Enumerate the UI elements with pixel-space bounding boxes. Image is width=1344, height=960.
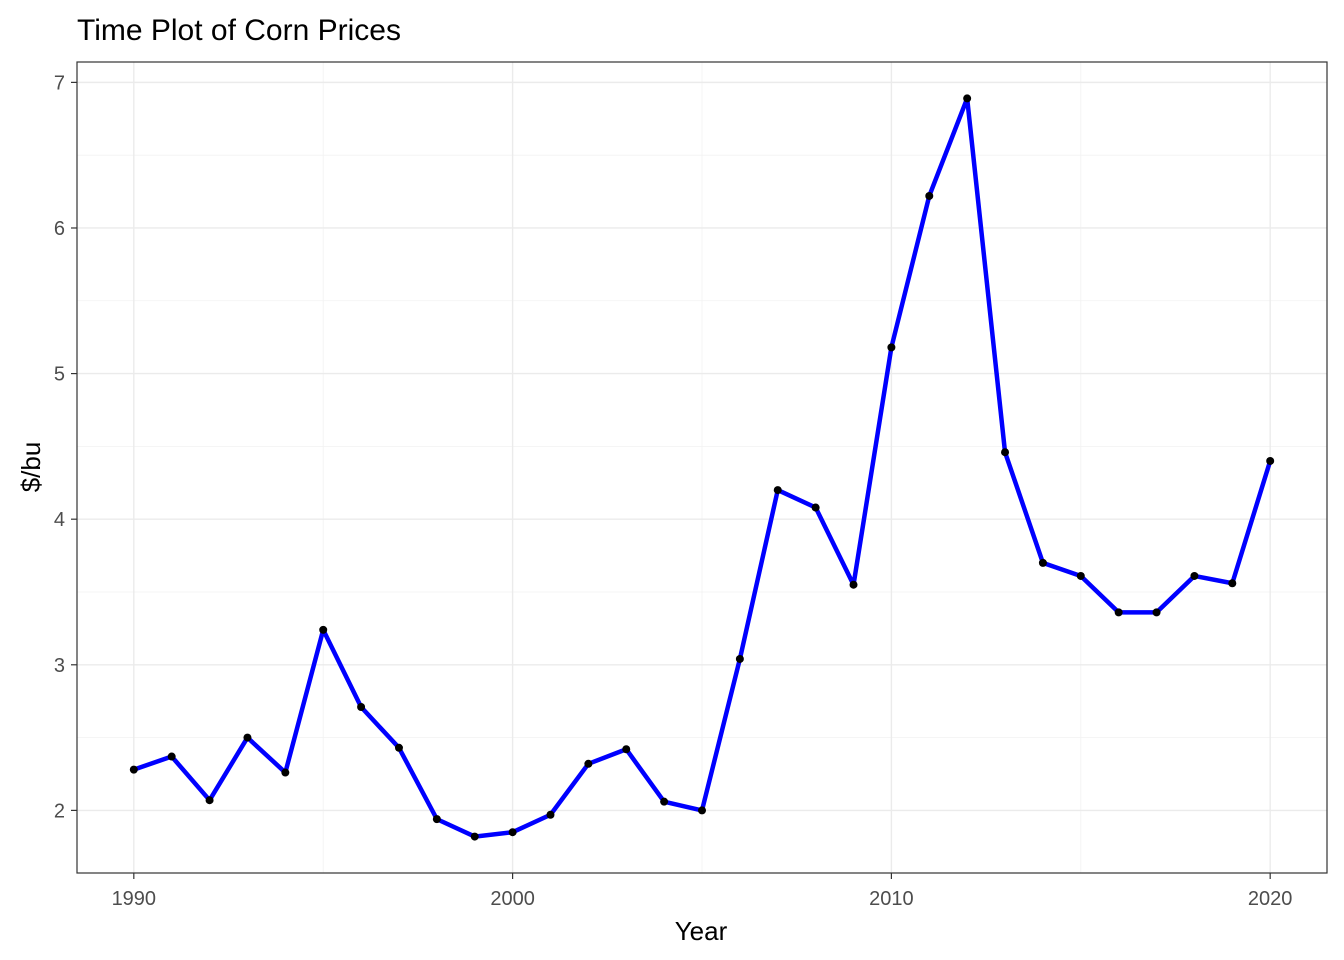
data-point <box>470 832 479 841</box>
data-point <box>1038 558 1047 567</box>
data-point <box>887 343 896 352</box>
plot-area: 1990 2000 2010 2020 2 3 4 5 6 7 <box>54 61 1328 910</box>
data-point <box>508 828 517 837</box>
data-point <box>925 191 934 200</box>
data-point <box>584 759 593 768</box>
x-tick-label: 2010 <box>869 888 914 910</box>
x-tick-label: 2000 <box>490 888 535 910</box>
data-point <box>1001 448 1010 457</box>
data-point <box>735 654 744 663</box>
data-point <box>1190 571 1199 580</box>
data-point <box>963 94 972 103</box>
x-axis-title: Year <box>675 916 728 946</box>
chart-title: Time Plot of Corn Prices <box>77 14 401 47</box>
y-tick-label: 3 <box>54 655 65 677</box>
data-point <box>432 815 441 824</box>
y-tick-label: 6 <box>54 218 65 240</box>
y-tick-label: 4 <box>54 509 65 531</box>
data-point <box>205 796 214 805</box>
data-point <box>394 743 403 752</box>
data-point <box>129 765 138 774</box>
x-tick-label: 1990 <box>112 888 157 910</box>
data-point <box>698 806 706 815</box>
data-point <box>1266 456 1275 465</box>
data-point <box>811 503 820 512</box>
data-point <box>167 752 176 761</box>
data-point <box>773 486 782 495</box>
data-point <box>660 797 669 806</box>
data-point <box>319 625 328 634</box>
y-tick-label: 5 <box>54 364 65 386</box>
y-axis-title: $/bu <box>16 442 46 493</box>
panel-border <box>76 61 1328 874</box>
data-point <box>622 745 631 754</box>
y-tick-label: 2 <box>54 800 65 822</box>
data-point <box>1152 608 1161 617</box>
data-point <box>546 810 555 819</box>
data-point <box>849 580 858 589</box>
data-point <box>357 703 366 712</box>
data-point <box>1114 608 1123 617</box>
y-tick-label: 7 <box>54 72 65 94</box>
data-point <box>281 768 290 777</box>
data-point <box>1076 571 1085 580</box>
data-point <box>1228 579 1237 588</box>
data-point <box>243 733 252 742</box>
x-tick-label: 2020 <box>1248 888 1293 910</box>
